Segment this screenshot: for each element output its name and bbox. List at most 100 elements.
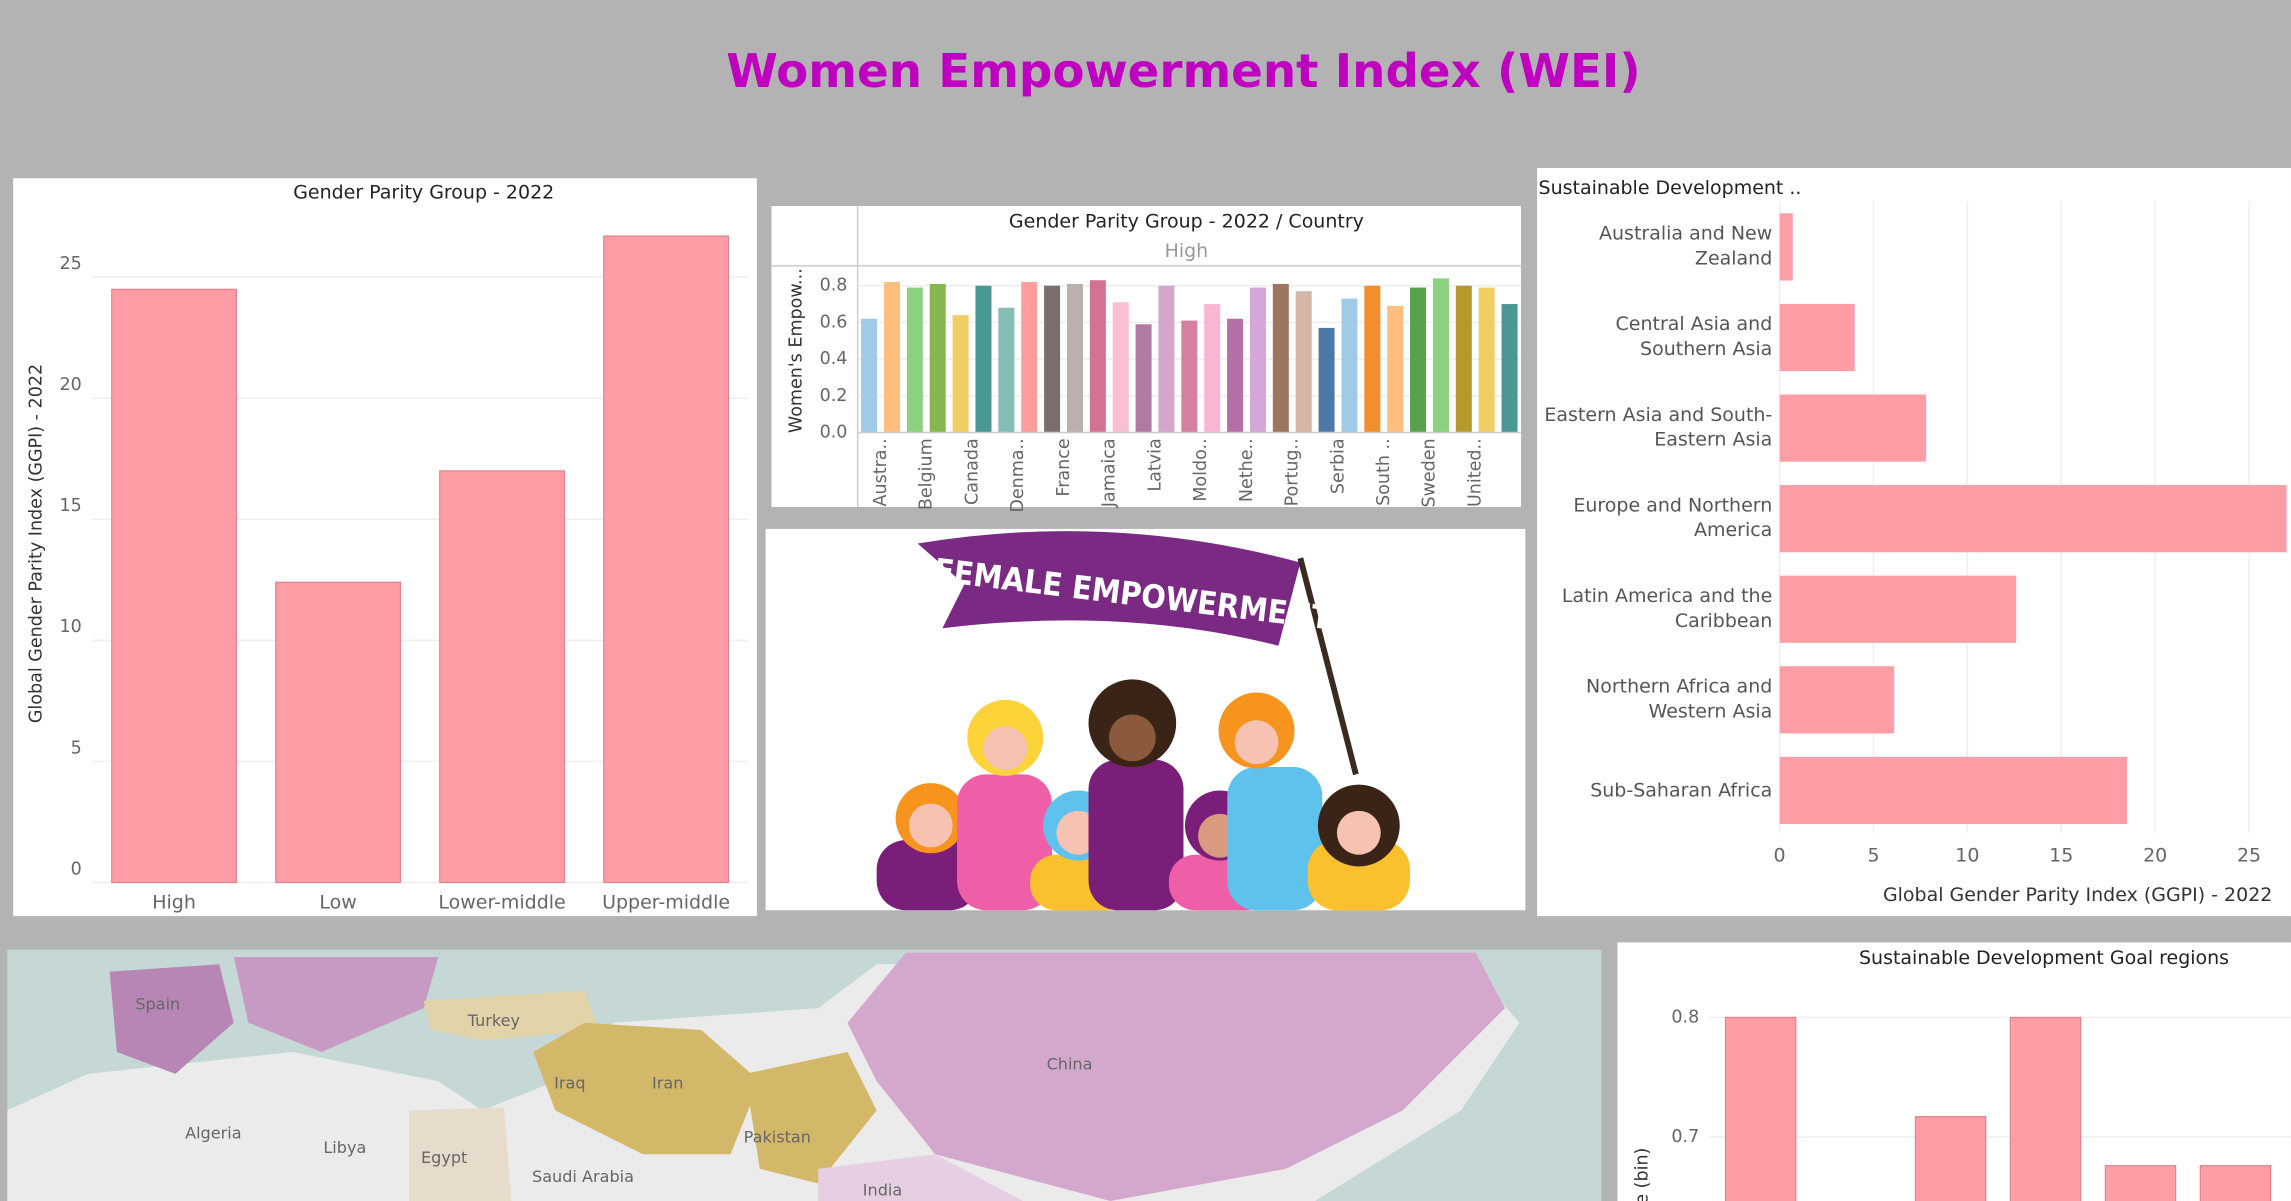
x-tick-label: Denma.. [1008,438,1028,512]
label-wrap: Australia and New Zealand [1541,218,1772,276]
bar [1249,287,1266,433]
y-tick-label: Eastern Asia and South-Eastern Asia [1544,404,1773,452]
bar [952,315,969,433]
y-tick-label: Australia and New Zealand [1599,223,1773,271]
x-tick-label: 20 [2143,845,2167,867]
map-region [409,1107,512,1201]
bar [1204,304,1221,433]
label-wrap: Central Asia and Southern Asia [1541,308,1773,366]
bar [1779,485,2287,553]
y-tick-label: Europe and Northern America [1573,495,1773,543]
y-label-box: Latin America and the Caribbean [1541,580,1772,638]
bar [906,287,923,433]
facet-label: High [1165,240,1209,262]
bar [1021,282,1038,433]
x-tick-label: South .. [1374,438,1394,506]
chart: Gender Parity Group - 2022 / Country Wome… [771,206,1521,513]
bar [1432,278,1449,433]
map [7,949,1602,1201]
map-region [533,1022,760,1155]
y-axis-label: e (bin) [1632,1148,1652,1201]
y-tick-label: 15 [60,496,82,516]
x-tick-label: Jamaica [1100,438,1120,508]
y-label-box: Northern Africa and Western Asia [1541,671,1772,729]
map-region [109,964,234,1074]
x-axis-label: Global Gender Parity Index (GGPI) - 2022 [1883,884,2272,906]
x-tick-label: 25 [2237,845,2261,867]
map-label: Libya [323,1138,366,1157]
y-axis-label: Global Gender Parity Index (GGPI) - 2022 [27,364,47,723]
x-tick-label: 15 [2049,845,2073,867]
x-tick-label: 0 [1774,845,1786,867]
x-tick-label: 5 [1867,845,1879,867]
bar [1341,298,1358,433]
y-label-box: Australia and New Zealand [1541,218,1772,276]
map-label: Egypt [421,1148,467,1167]
map-region [233,957,439,1052]
bar [1914,1116,1987,1201]
map-label: Algeria [185,1123,241,1142]
bar [1181,320,1198,433]
label-wrap: Europe and Northern America [1541,489,1772,547]
bar [1227,318,1244,433]
bar [1724,1016,1797,1201]
bar [1501,304,1518,433]
chart: Gender Parity Group - 2022 Global Gender … [27,181,749,913]
y-tick-label: 0.8 [1671,1007,1699,1027]
label-wrap: Eastern Asia and South-Eastern Asia [1541,399,1772,457]
y-tick-label: 5 [71,738,82,758]
x-tick-label: France [1054,438,1074,496]
map-label: Iran [652,1074,683,1093]
banner [917,531,1301,646]
y-label-box: Eastern Asia and South-Eastern Asia [1541,399,1772,457]
map-region [423,990,600,1041]
bar [275,581,401,884]
y-tick-label: 10 [60,617,82,637]
map-label: Spain [135,995,180,1014]
bar [603,235,729,884]
bar [1455,285,1472,433]
bar [1066,283,1083,433]
y-tick-label: Northern Africa and Western Asia [1585,676,1773,724]
y-tick-label: 0.6 [820,312,848,332]
bar [1158,285,1175,433]
bar [1478,287,1495,433]
x-tick-label: Nethe.. [1237,438,1257,502]
x-tick-label: Low [319,891,356,913]
x-tick-label: Moldo.. [1191,438,1211,501]
illustration: FEMALE EMPOWERMENT [876,531,1410,911]
y-tick-label: 0.7 [1671,1127,1699,1147]
x-tick-label: Portug.. [1283,438,1303,506]
bar [1779,666,1895,734]
x-tick-label: Latvia [1145,438,1165,491]
chart-title: Gender Parity Group - 2022 [293,181,554,203]
figures [876,679,1410,911]
x-tick-label: Lower-middle [438,891,565,913]
bar [975,285,992,433]
y-tick-label: 25 [60,254,82,274]
y-tick-label: 0.4 [820,349,848,369]
bar [1779,213,1793,281]
bar [998,307,1015,433]
bar [2009,1016,2082,1201]
x-tick-label: High [152,891,196,913]
flag-pole [1297,557,1359,776]
map-region [818,1154,1023,1201]
label-wrap: Latin America and the Caribbean [1541,580,1772,638]
y-axis-label: Women's Empow... [786,268,806,433]
y-tick-label: Latin America and the Caribbean [1561,585,1773,633]
bar [1779,756,2127,825]
map-label: Pakistan [744,1128,811,1147]
y-label-box: Sub-Saharan Africa [1590,779,1772,801]
map-label: China [1047,1055,1093,1074]
bar [439,470,565,884]
bar [1410,287,1427,433]
label-wrap: Northern Africa and Western Asia [1541,671,1772,729]
bar [883,282,900,433]
bar [1135,324,1152,433]
chart: Sustainable Development .. 0 5 10 15 20 25 Glob… [1539,177,2287,906]
bar [111,288,237,884]
map-region [847,952,1505,1201]
